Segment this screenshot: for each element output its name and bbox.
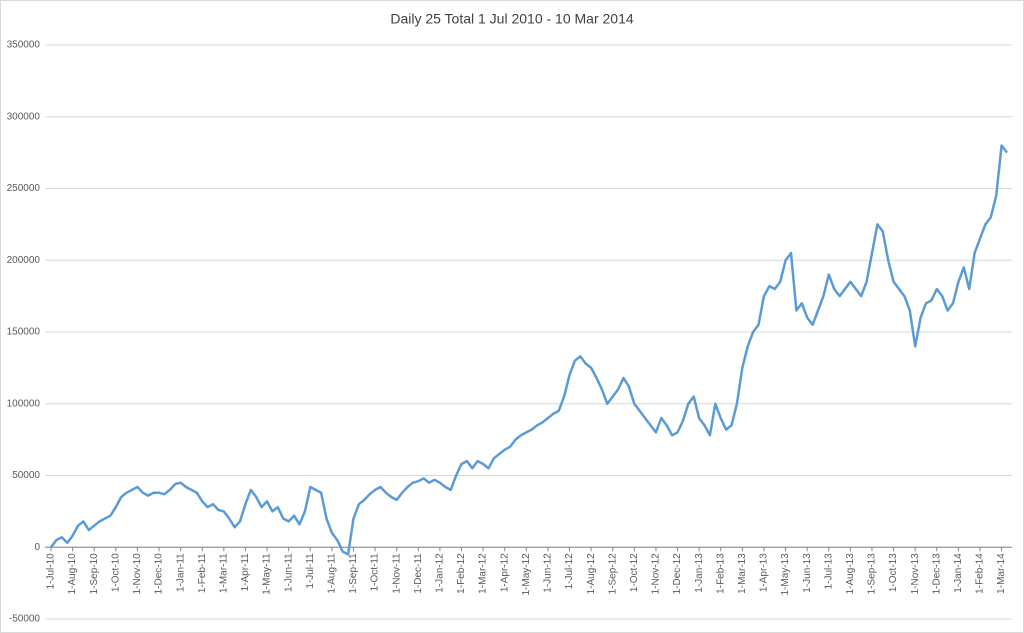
x-tick-label: 1-Nov-10	[132, 553, 143, 595]
y-tick-label: 50000	[12, 470, 40, 481]
x-tick-label: 1-Sep-10	[89, 553, 100, 595]
x-tick-label: 1-Nov-13	[910, 553, 921, 595]
y-tick-label: 150000	[7, 327, 41, 338]
x-tick-label: 1-Oct-10	[110, 553, 121, 592]
x-tick-label: 1-Aug-12	[586, 553, 597, 595]
x-tick-label: 1-Sep-13	[867, 553, 878, 595]
x-tick-label: 1-Jan-13	[694, 553, 705, 593]
x-tick-label: 1-Feb-13	[715, 553, 726, 594]
x-tick-label: 1-Mar-11	[218, 553, 229, 593]
x-tick-label: 1-Oct-12	[629, 553, 640, 592]
y-tick-label: 200000	[7, 255, 41, 266]
x-tick-label: 1-Apr-13	[759, 553, 770, 592]
x-tick-label: 1-Feb-12	[456, 553, 467, 594]
x-tick-label: 1-Feb-11	[197, 553, 208, 593]
x-tick-label: 1-Sep-11	[348, 553, 359, 594]
x-tick-label: 1-May-11	[262, 553, 273, 595]
x-tick-label: 1-Jun-13	[802, 553, 813, 593]
y-tick-label: 0	[34, 542, 40, 553]
data-line	[49, 144, 1008, 556]
x-tick-label: 1-Nov-11	[391, 553, 402, 594]
x-tick-label: 1-Dec-12	[672, 553, 683, 595]
x-tick-label: 1-Dec-10	[154, 553, 165, 595]
x-tick-label: 1-Oct-11	[370, 553, 381, 592]
x-tick-label: 1-Dec-13	[931, 553, 942, 595]
chart-title: Daily 25 Total 1 Jul 2010 - 10 Mar 2014	[390, 11, 634, 27]
x-tick-label: 1-Jan-14	[953, 553, 964, 593]
x-tick-label: 1-Aug-10	[67, 553, 78, 595]
x-tick-label: 1-Jul-11	[305, 553, 316, 589]
x-tick-label: 1-May-13	[780, 553, 791, 596]
x-tick-label: 1-Aug-13	[845, 553, 856, 595]
x-tick-label: 1-Sep-12	[607, 553, 618, 595]
y-tick-label: 300000	[7, 111, 41, 122]
x-tick-label: 1-Dec-11	[413, 553, 424, 594]
x-tick-label: 1-Feb-14	[975, 553, 986, 594]
x-tick-label: 1-Oct-13	[888, 553, 899, 592]
x-tick-label: 1-Jul-13	[823, 553, 834, 590]
x-tick-label: 1-Nov-12	[651, 553, 662, 595]
y-tick-label: 100000	[7, 398, 41, 409]
x-tick-label: 1-Mar-13	[737, 553, 748, 594]
y-tick-label: 350000	[7, 40, 41, 51]
x-tick-label: 1-Jun-11	[283, 553, 294, 592]
x-tick-label: 1-Mar-14	[996, 553, 1007, 594]
x-tick-label: 1-Aug-11	[326, 553, 337, 594]
x-tick-label: 1-Jul-12	[564, 553, 575, 590]
x-tick-label: 1-Mar-12	[478, 553, 489, 594]
x-tick-label: 1-Jan-11	[175, 553, 186, 592]
x-tick-label: 1-Apr-12	[499, 553, 510, 592]
x-tick-label: 1-Apr-11	[240, 553, 251, 592]
x-tick-label: 1-Jul-10	[46, 553, 57, 590]
y-tick-label: 250000	[7, 183, 41, 194]
y-tick-label: -50000	[9, 614, 41, 625]
x-tick-label: 1-Jun-12	[543, 553, 554, 593]
x-tick-label: 1-May-12	[521, 553, 532, 596]
x-tick-label: 1-Jan-12	[435, 553, 446, 593]
